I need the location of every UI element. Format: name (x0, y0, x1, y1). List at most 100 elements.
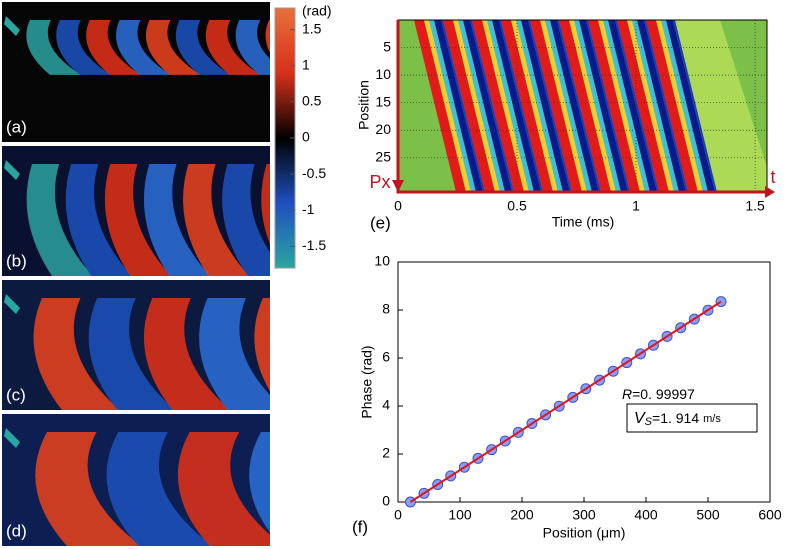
colorbar-tick-label: 1.5 (302, 20, 322, 36)
y-tick-label: 8 (382, 301, 390, 317)
arrow-head (765, 186, 775, 198)
phase-stripe (183, 164, 250, 276)
heatmap-stripe (487, 20, 534, 192)
y-axis-label: Position (356, 80, 372, 130)
heatmap-stripe (559, 20, 611, 192)
heatmap-stripe (615, 20, 659, 192)
panel-label: (b) (6, 251, 27, 270)
vs-box (626, 403, 758, 433)
heatmap-stripe (661, 20, 708, 192)
heatmap-stripe (632, 20, 679, 192)
heatmap-stripe (540, 20, 587, 192)
heatmap-stripe (441, 20, 485, 192)
phase-stripe (26, 164, 93, 276)
vs-annotation: VS=1. 914 m/s (634, 410, 721, 428)
phase-image (2, 146, 270, 276)
heatmap-stripe (656, 20, 703, 192)
x-tick-label: 500 (696, 507, 720, 523)
y-tick-label: 10 (375, 66, 391, 82)
colorbar-label: (rad) (302, 3, 332, 19)
y-tick-label: 0 (382, 493, 390, 509)
heatmap-stripe (646, 20, 698, 192)
heatmap-stripe (603, 20, 650, 192)
phase-image (2, 414, 270, 546)
panel-label: (f) (352, 517, 368, 536)
panel-label: (c) (6, 385, 26, 404)
heatmap-stripe (511, 20, 558, 192)
heatmap-stripe (574, 20, 621, 192)
heatmap-stripe (644, 20, 688, 192)
heatmap-stripe (545, 20, 592, 192)
phase-stripe (86, 20, 141, 75)
panel-label: (d) (6, 521, 27, 540)
heatmap-stripe (528, 20, 572, 192)
r-value: =0. 99997 (632, 386, 695, 402)
r-annotation: R=0. 99997 (622, 386, 695, 402)
x-tick-label: 1 (632, 198, 640, 214)
heatmap-stripe (673, 20, 717, 192)
phase-stripe (26, 20, 82, 75)
heatmap-stripe (463, 20, 512, 192)
heatmap-stripe (443, 20, 495, 192)
phase-stripe (205, 20, 261, 75)
v-subscript: S (645, 416, 653, 428)
heatmap-stripe (550, 20, 599, 192)
phase-images: (a) (b) (c) (d) (2, 2, 270, 546)
phase-stripe (104, 164, 171, 276)
arrow-head (392, 180, 404, 192)
phase-stripe (145, 20, 201, 75)
r-symbol: R (622, 386, 632, 402)
phase-stripe (33, 298, 120, 410)
y-tick-label: 20 (375, 121, 391, 137)
y-tick-label: 6 (382, 349, 390, 365)
colorbar-tick-label: -1.5 (302, 237, 326, 253)
phase-stripe (265, 20, 270, 53)
heatmap-stripe (579, 20, 628, 192)
phase-stripe (261, 164, 270, 245)
phase-stripe (143, 298, 230, 410)
scatter-panel: R=0. 99997 0 100 200 300 400 500 600 0 2 4 6 8 10 Pos… (352, 253, 782, 541)
phase-stripe (143, 164, 211, 276)
x-tick-label: 0 (394, 507, 402, 523)
colorbar-tick-label: 1 (302, 56, 310, 72)
phase-stripe (235, 20, 270, 75)
heatmap-stripe (666, 20, 715, 192)
y-tick-label: 5 (383, 38, 391, 54)
x-tick-label: 100 (448, 507, 472, 523)
heatmap-stripe (637, 20, 686, 192)
heatmap-stripe (499, 20, 543, 192)
phase-stripe (254, 298, 270, 392)
heatmap-stripe (458, 20, 505, 192)
colorbar-tick-label: -0.5 (302, 165, 326, 181)
phase-image (2, 2, 270, 142)
panel-label: (a) (6, 117, 27, 136)
v-symbol: V (634, 410, 646, 427)
y-tick-label: 10 (374, 253, 390, 269)
phase-stripe (106, 432, 213, 546)
colorbar: (rad)1.5 1 0.5 0 -0.5 -1 -1.5 (274, 3, 332, 269)
phase-stripe (35, 432, 142, 546)
heatmap-stripe (588, 20, 640, 192)
heatmap-stripe (569, 20, 616, 192)
heatmap-stripe (501, 20, 553, 192)
heatmap-image (398, 20, 767, 192)
y-tick-label: 25 (375, 149, 391, 165)
x-tick-label: 0.5 (507, 198, 527, 214)
plot-frame (397, 261, 771, 503)
heatmap-panel: 0 0.5 1 1.5 5 10 15 20 25 Px t Time (ms) Position (e) (356, 19, 776, 232)
annotation: Px (369, 172, 390, 192)
phase-stripe (56, 20, 112, 75)
phase-stripe (65, 164, 132, 276)
heatmap-glow (668, 20, 767, 192)
heatmap-stripe (521, 20, 570, 192)
heatmap-stripe (530, 20, 582, 192)
colorbar-tick-label: -1 (302, 201, 315, 217)
panel-label: (e) (370, 213, 391, 232)
phase-stripe (116, 20, 171, 75)
x-axis-label: Position (μm) (543, 525, 626, 541)
x-tick-label: 1.5 (745, 198, 765, 214)
x-tick-label: 200 (510, 507, 534, 523)
heatmap-stripe (472, 20, 524, 192)
phase-stripe (199, 298, 270, 410)
